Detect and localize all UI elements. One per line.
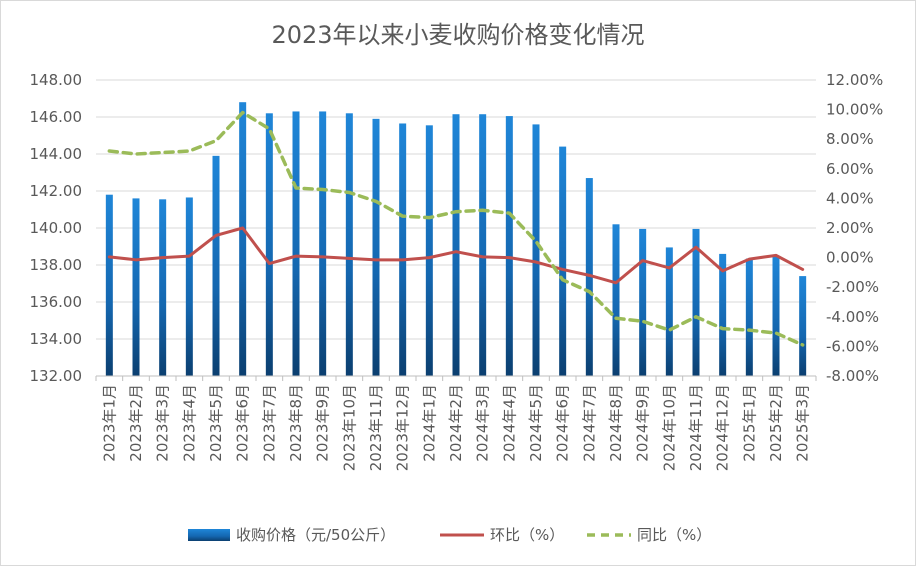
right-tick-label: 2.00% bbox=[826, 219, 874, 237]
x-category-label: 2024年12月 bbox=[714, 384, 732, 471]
price-bar bbox=[559, 146, 567, 376]
left-axis: 132.00 134.00 136.00 138.00 140.00 142.00 144.… bbox=[30, 71, 83, 385]
right-tick-label: 12.00% bbox=[826, 71, 883, 89]
x-category-label: 2023年4月 bbox=[180, 384, 198, 462]
x-category-label: 2023年9月 bbox=[314, 384, 332, 462]
left-tick-label: 138.00 bbox=[30, 256, 83, 274]
left-tick-label: 134.00 bbox=[30, 330, 83, 348]
x-axis: 2023年1月 2023年2月 2023年3月 2023年4月 2023年5月 2023年… bbox=[95, 375, 817, 471]
x-category-label: 2025年3月 bbox=[794, 384, 812, 462]
yoy-line bbox=[107, 110, 805, 347]
x-category-label: 2024年4月 bbox=[500, 384, 518, 462]
price-bar bbox=[585, 178, 593, 376]
price-bar bbox=[292, 111, 300, 376]
price-bar bbox=[772, 255, 780, 376]
x-category-label: 2023年7月 bbox=[260, 384, 278, 462]
x-category-label: 2023年11月 bbox=[367, 384, 385, 471]
price-bar bbox=[612, 224, 620, 376]
price-bar bbox=[532, 124, 540, 377]
left-tick-label: 136.00 bbox=[30, 293, 83, 311]
legend-label-mom: 环比（%） bbox=[490, 526, 564, 544]
price-bar bbox=[692, 228, 700, 376]
right-tick-label: -6.00% bbox=[826, 337, 879, 355]
legend-label-price: 收购价格（元/50公斤） bbox=[236, 526, 395, 544]
left-tick-label: 140.00 bbox=[30, 219, 83, 237]
right-tick-label: 8.00% bbox=[826, 130, 874, 148]
price-bar bbox=[239, 102, 247, 376]
x-category-label: 2024年1月 bbox=[420, 384, 438, 462]
price-bar bbox=[719, 253, 727, 376]
x-category-label: 2024年9月 bbox=[634, 384, 652, 462]
x-category-label: 2024年5月 bbox=[527, 384, 545, 462]
x-category-label: 2023年10月 bbox=[340, 384, 358, 471]
price-bar bbox=[185, 197, 193, 376]
x-category-label: 2024年10月 bbox=[660, 384, 678, 471]
right-axis: -8.00% -6.00% -4.00% -2.00% 0.00% 2.00% 4.00% 6… bbox=[826, 71, 883, 385]
price-bar bbox=[799, 276, 807, 376]
legend-swatch-price bbox=[188, 529, 230, 541]
left-tick-label: 148.00 bbox=[30, 71, 83, 89]
x-category-label: 2024年8月 bbox=[607, 384, 625, 462]
right-tick-label: -4.00% bbox=[826, 308, 879, 326]
x-category-label: 2023年8月 bbox=[287, 384, 305, 462]
price-bar bbox=[505, 116, 513, 376]
right-tick-label: -8.00% bbox=[826, 367, 879, 385]
x-category-label: 2023年1月 bbox=[100, 384, 118, 462]
price-bar bbox=[345, 113, 353, 377]
x-category-label: 2024年11月 bbox=[687, 384, 705, 471]
right-tick-label: -2.00% bbox=[826, 278, 879, 296]
right-tick-label: 10.00% bbox=[826, 101, 883, 119]
price-bar bbox=[265, 113, 273, 377]
price-bar bbox=[399, 123, 407, 376]
price-bar bbox=[665, 247, 673, 376]
x-category-label: 2024年3月 bbox=[474, 384, 492, 462]
x-category-label: 2024年7月 bbox=[580, 384, 598, 462]
price-bar bbox=[745, 258, 753, 376]
left-tick-label: 142.00 bbox=[30, 182, 83, 200]
price-bars bbox=[105, 102, 807, 377]
x-category-label: 2023年12月 bbox=[394, 384, 412, 471]
mom-line bbox=[107, 226, 805, 285]
x-category-label: 2025年2月 bbox=[767, 384, 785, 462]
price-bar bbox=[372, 118, 380, 376]
x-category-label: 2023年3月 bbox=[154, 384, 172, 462]
x-category-label: 2023年5月 bbox=[207, 384, 225, 462]
price-bar bbox=[132, 198, 140, 376]
price-bar bbox=[105, 194, 113, 376]
x-category-label: 2023年6月 bbox=[234, 384, 252, 462]
left-tick-label: 132.00 bbox=[30, 367, 83, 385]
price-bar bbox=[319, 111, 327, 376]
rate-lines bbox=[107, 110, 805, 347]
left-tick-label: 144.00 bbox=[30, 145, 83, 163]
x-category-label: 2023年2月 bbox=[127, 384, 145, 462]
legend-label-yoy: 同比（%） bbox=[637, 526, 711, 544]
x-category-label: 2025年1月 bbox=[740, 384, 758, 462]
right-tick-label: 6.00% bbox=[826, 160, 874, 178]
x-category-label: 2024年2月 bbox=[447, 384, 465, 462]
price-bar bbox=[425, 125, 433, 376]
price-bar bbox=[159, 199, 167, 376]
x-category-label: 2024年6月 bbox=[554, 384, 572, 462]
price-bar bbox=[452, 114, 460, 376]
price-bar bbox=[212, 155, 220, 376]
price-bar bbox=[479, 114, 487, 376]
price-bar bbox=[639, 228, 647, 376]
right-tick-label: 4.00% bbox=[826, 189, 874, 207]
chart-title: 2023年以来小麦收购价格变化情况 bbox=[271, 21, 644, 49]
right-tick-label: 0.00% bbox=[826, 249, 874, 267]
left-tick-label: 146.00 bbox=[30, 108, 83, 126]
legend: 收购价格（元/50公斤） 环比（%） 同比（%） bbox=[188, 526, 711, 544]
